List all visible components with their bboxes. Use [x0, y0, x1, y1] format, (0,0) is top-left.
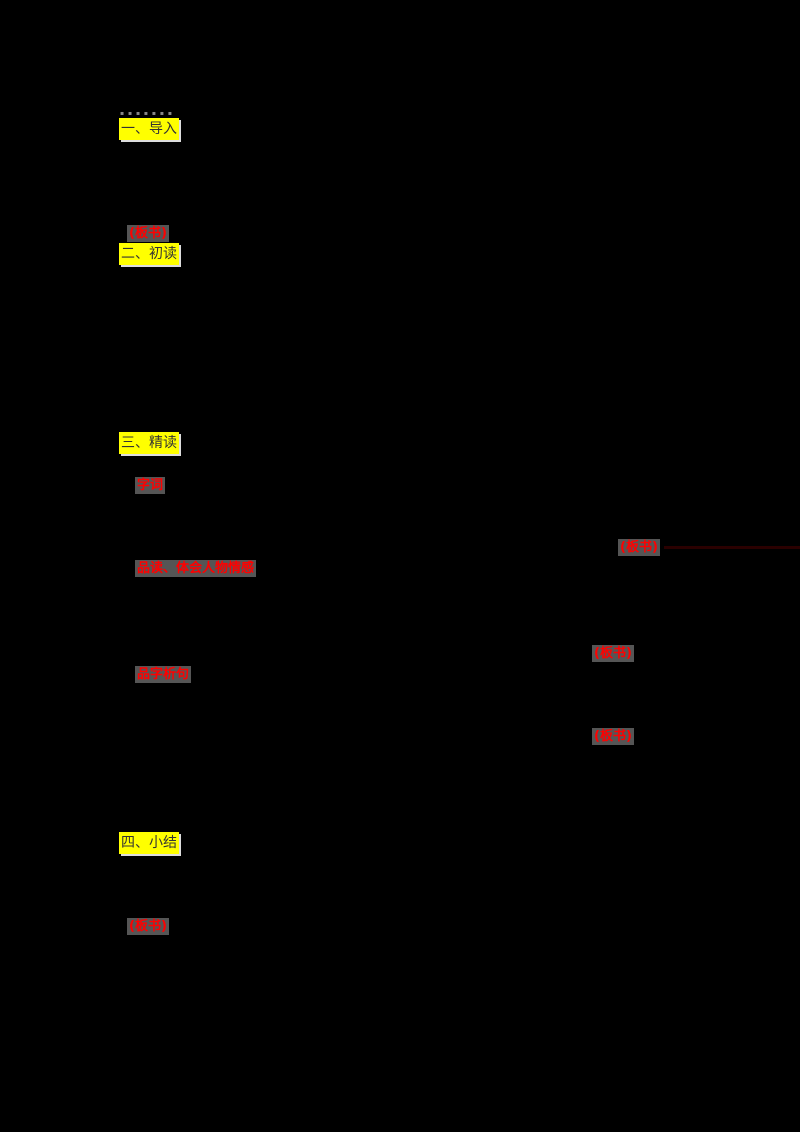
board-note-tag: (板书): [127, 918, 169, 935]
section-heading-close-reading: 三、精读: [119, 432, 179, 454]
board-note-tag: (板书): [592, 728, 634, 745]
vocabulary-tag: 字词: [135, 477, 166, 494]
board-note-tag: (板书): [127, 225, 169, 242]
reading-emotion-tag: 品读、体会人物情感: [135, 560, 257, 577]
word-analysis-tag: 品字析句: [135, 666, 192, 683]
section-heading-first-reading: 二、初读: [119, 243, 179, 265]
board-note-tag: (板书): [618, 539, 660, 556]
board-note-tag: (板书): [592, 645, 634, 662]
faint-marks: ▪ ▪ ▪ ▪ ▪ ▪ ▪: [120, 110, 173, 117]
section-heading-intro: 一、导入: [119, 118, 179, 140]
section-heading-summary: 四、小结: [119, 832, 179, 854]
margin-rule: [664, 546, 800, 549]
